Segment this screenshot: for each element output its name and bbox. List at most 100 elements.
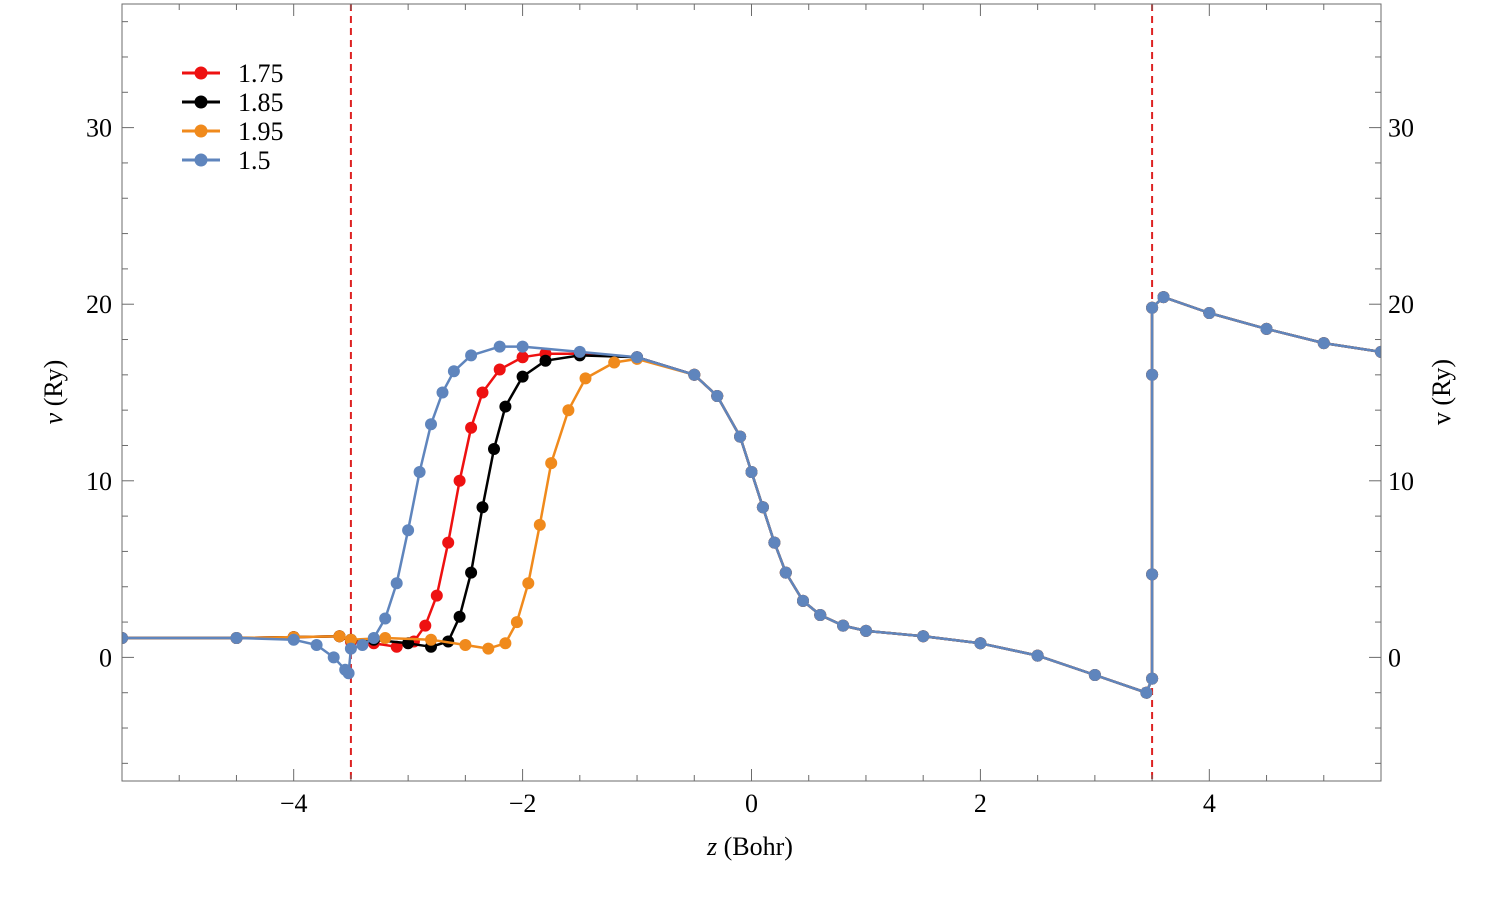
data-point [1146, 672, 1159, 685]
data-point [356, 639, 369, 651]
data-point [344, 642, 357, 655]
y-tick-label: 20 [86, 290, 112, 319]
legend-item-1.75: 1.75 [182, 59, 284, 88]
data-point [917, 630, 930, 643]
data-point [533, 518, 546, 531]
data-point [745, 466, 758, 478]
y-tick-label-right: 20 [1388, 290, 1414, 319]
data-point [579, 372, 592, 385]
data-point [476, 386, 489, 399]
data-point [1375, 345, 1381, 358]
data-point [333, 630, 346, 643]
y-tick-label: 0 [99, 643, 112, 672]
data-point [230, 632, 243, 644]
data-point [453, 474, 466, 487]
data-point [436, 386, 449, 399]
data-point [756, 501, 769, 514]
data-point [430, 589, 443, 602]
data-point [1140, 686, 1153, 699]
data-point [499, 637, 512, 650]
data-point [447, 365, 460, 378]
legend-swatch-marker [194, 66, 208, 80]
data-point [562, 404, 575, 417]
x-tick-label: 0 [745, 789, 758, 818]
legend-item-1.85: 1.85 [182, 88, 284, 117]
data-point [465, 566, 478, 579]
data-point [1317, 337, 1330, 350]
data-point [779, 566, 792, 579]
y-tick-label-right: 10 [1388, 467, 1414, 496]
legend-swatch-marker [194, 153, 208, 167]
data-point [488, 443, 500, 455]
x-axis-title: z (Bohr) [706, 832, 793, 861]
data-point [419, 619, 432, 632]
data-point [688, 368, 701, 381]
data-point [493, 363, 506, 376]
data-point [310, 639, 323, 651]
data-point [711, 390, 724, 402]
data-point [1260, 322, 1273, 335]
data-point [379, 632, 392, 644]
data-point [1146, 368, 1159, 381]
legend: 1.751.851.951.5 [182, 59, 284, 175]
series-line [122, 295, 1381, 694]
y-tick-label-right: 30 [1388, 114, 1414, 143]
series-1.95 [122, 291, 1381, 699]
data-point [522, 577, 535, 590]
series-line [122, 295, 1381, 694]
data-point [768, 536, 781, 549]
data-point [122, 632, 128, 644]
data-point [573, 345, 586, 358]
data-point [510, 616, 523, 629]
data-point [402, 524, 415, 537]
data-point [287, 633, 300, 646]
data-point [1203, 307, 1216, 319]
y-tick-label: 10 [86, 467, 112, 496]
data-point [453, 610, 466, 623]
data-point [516, 370, 529, 383]
axis-ticks [121, 4, 1382, 781]
data-point [631, 351, 643, 364]
data-point [545, 457, 558, 470]
legend-label: 1.5 [238, 146, 271, 175]
data-point [860, 624, 872, 637]
series-layer [122, 291, 1381, 699]
legend-label: 1.85 [238, 88, 284, 117]
reference-lines [349, 4, 1154, 781]
plot-frame [121, 3, 1382, 782]
axis-tick-labels: −4 −2 0 2 4 0 0 10 10 20 20 30 30 [86, 114, 1414, 818]
data-point [459, 639, 472, 651]
plot-area [122, 4, 1381, 781]
x-tick-label: −4 [280, 789, 308, 818]
data-point [413, 466, 426, 478]
data-point [390, 577, 403, 590]
data-point [344, 633, 357, 646]
data-point [797, 594, 809, 607]
data-point [1031, 649, 1044, 662]
data-point [1146, 301, 1159, 314]
legend-swatch-marker [194, 124, 208, 138]
legend-label: 1.75 [238, 59, 284, 88]
data-point [367, 632, 380, 644]
data-point [379, 612, 392, 625]
data-point [499, 400, 512, 413]
data-point [516, 340, 529, 353]
y-axis-title-left: v (Ry) [39, 360, 68, 425]
data-point [442, 536, 455, 549]
y-axis-title-right: v (Ry) [1427, 359, 1456, 425]
data-point [390, 640, 403, 653]
legend-label: 1.95 [238, 117, 284, 146]
y-tick-label-right: 0 [1388, 643, 1401, 672]
series-line [122, 295, 1381, 694]
data-point [482, 642, 495, 655]
data-point [516, 351, 529, 364]
data-point [734, 430, 747, 443]
data-point [342, 667, 355, 680]
legend-swatch-marker [194, 95, 208, 109]
data-point [402, 637, 415, 650]
data-point [1146, 568, 1159, 581]
data-point [465, 421, 478, 434]
data-point [814, 609, 827, 621]
legend-item-1.5: 1.5 [182, 146, 271, 175]
